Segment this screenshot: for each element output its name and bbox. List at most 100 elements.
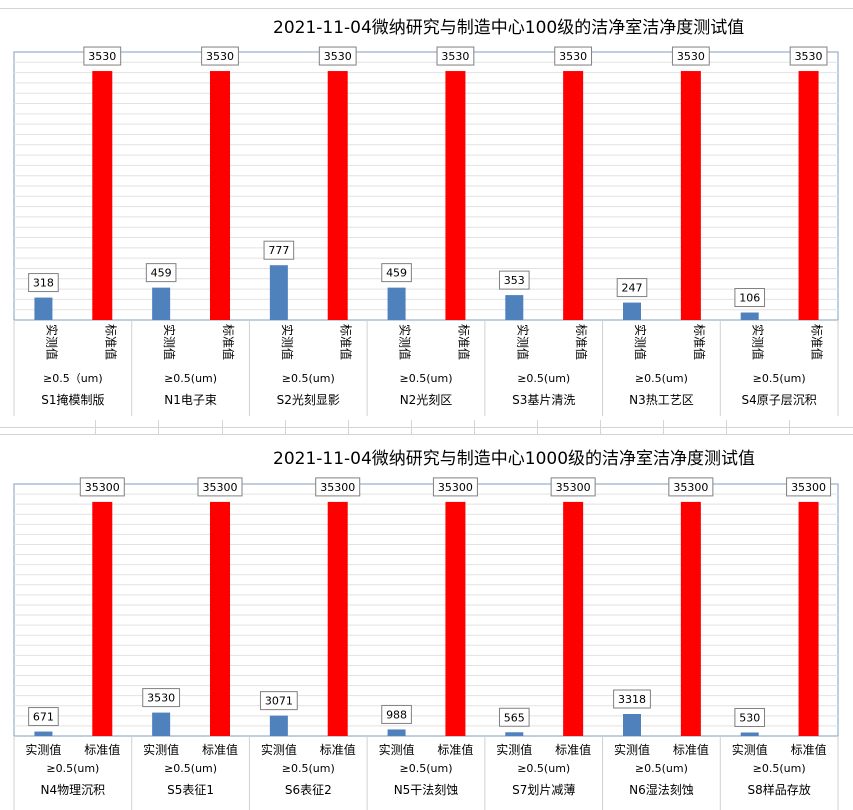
sheet-gridline [0,8,853,9]
group-name-label: N6湿法刻蚀 [629,782,694,797]
chart-title-1000: 2021-11-04微纳研究与制造中心1000级的洁净室洁净度测试值 [273,444,755,469]
measured-bar [505,732,523,736]
sheet-gridline [348,420,349,434]
series-tick-label: 实测值 [280,324,295,360]
size-label: ≥0.5（um) [43,372,103,385]
size-label: ≥0.5(um) [282,762,335,775]
chart-title-100: 2021-11-04微纳研究与制造中心100级的洁净室洁净度测试值 [273,13,744,38]
sheet-gridline [474,420,475,434]
chart-100-class: 318实测值3530标准值≥0.5（um)S1掩模制版459实测值3530标准值… [0,40,853,420]
data-label: 671 [33,711,54,724]
sheet-gridline [285,420,286,434]
data-label: 3318 [618,693,646,706]
data-label: 3530 [206,50,234,63]
size-label: ≥0.5(um) [753,372,806,385]
data-label: 3530 [88,50,116,63]
series-tick-label: 标准值 [202,742,238,757]
measured-bar [152,713,170,736]
group-name-label: S2光刻显影 [277,393,340,407]
data-label: 3530 [441,50,469,63]
series-tick-label: 实测值 [25,742,61,757]
series-tick-label: 实测值 [732,742,768,757]
series-tick-label: 实测值 [515,324,530,360]
data-label: 988 [386,708,407,721]
group-name-label: S6表征2 [285,783,332,797]
group-name-label: S8样品存放 [748,782,811,797]
standard-bar [681,502,701,736]
plot-area [14,484,838,736]
group-name-label: N1电子束 [164,393,217,407]
group-name-label: N5干法刻蚀 [394,783,459,797]
size-label: ≥0.5(um) [753,762,806,775]
data-label: 3530 [324,50,352,63]
data-label: 318 [33,277,54,290]
data-label: 3530 [795,50,823,63]
series-tick-label: 标准值 [84,742,120,757]
measured-bar [270,265,288,320]
data-label: 35300 [556,481,591,494]
standard-bar [563,502,583,736]
data-label: 247 [622,282,643,295]
data-label: 35300 [438,481,473,494]
standard-bar [799,502,819,736]
size-label: ≥0.5(um) [517,762,570,775]
standard-bar [328,71,348,320]
series-tick-label: 实测值 [633,324,648,360]
size-label: ≥0.5(um) [282,372,335,385]
chart-1000-class: 671 实测值 35300 标准值 ≥0.5(um) N4物理沉积 3530 实测值 35300… [0,470,853,810]
sheet-gridline [222,420,223,434]
spreadsheet-canvas: 2021-11-04微纳研究与制造中心100级的洁净室洁净度测试值 318 实测值… [0,0,853,810]
data-label: 459 [386,267,407,280]
data-label: 777 [268,244,289,257]
sheet-gridline [726,420,727,434]
standard-bar [210,71,230,320]
group-name-label: N3热工艺区 [629,393,694,407]
standard-bar [799,71,819,320]
series-tick-label: 实测值 [751,324,766,360]
sheet-gridline [411,420,412,434]
standard-bar [563,71,583,320]
data-label: 35300 [320,481,355,494]
data-label: 35300 [791,481,826,494]
series-tick-label: 实测值 [614,742,650,757]
size-label: ≥0.5(um) [635,372,688,385]
measured-bar [34,298,52,320]
group-name-label: S5表征1 [167,783,214,797]
measured-bar [741,732,759,736]
measured-bar [623,303,641,320]
measured-bar [741,313,759,320]
size-label: ≥0.5(um) [46,762,99,775]
size-label: ≥0.5(um) [635,762,688,775]
sheet-gridline [95,420,96,434]
group-name-label: N2光刻区 [400,393,453,407]
group-name-label: N4物理沉积 [41,783,106,797]
data-label: 459 [151,267,172,280]
series-tick-label: 标准值 [437,742,473,757]
data-label: 353 [504,274,525,287]
series-tick-label: 实测值 [44,324,59,360]
sheet-gridline [537,420,538,434]
series-tick-label: 标准值 [692,324,707,360]
series-tick-label: 标准值 [810,324,825,360]
data-label: 565 [504,711,525,724]
series-tick-label: 实测值 [379,742,415,757]
data-label: 3530 [677,50,705,63]
standard-bar [210,502,230,736]
series-tick-label: 实测值 [162,324,177,360]
data-label: 3071 [265,695,293,708]
series-tick-label: 实测值 [398,324,413,360]
sheet-gridline [663,420,664,434]
measured-bar [505,295,523,320]
data-label: 3530 [147,692,175,705]
group-name-label: S4原子层沉积 [742,393,817,407]
size-label: ≥0.5(um) [164,372,217,385]
series-tick-label: 标准值 [456,324,471,360]
data-label: 530 [739,711,760,724]
series-tick-label: 实测值 [143,742,179,757]
series-tick-label: 标准值 [320,742,356,757]
group-name-label: S3基片清洗 [512,393,575,407]
data-label: 35300 [673,481,708,494]
standard-bar [92,502,112,736]
series-tick-label: 标准值 [221,324,236,360]
data-label: 3530 [559,50,587,63]
